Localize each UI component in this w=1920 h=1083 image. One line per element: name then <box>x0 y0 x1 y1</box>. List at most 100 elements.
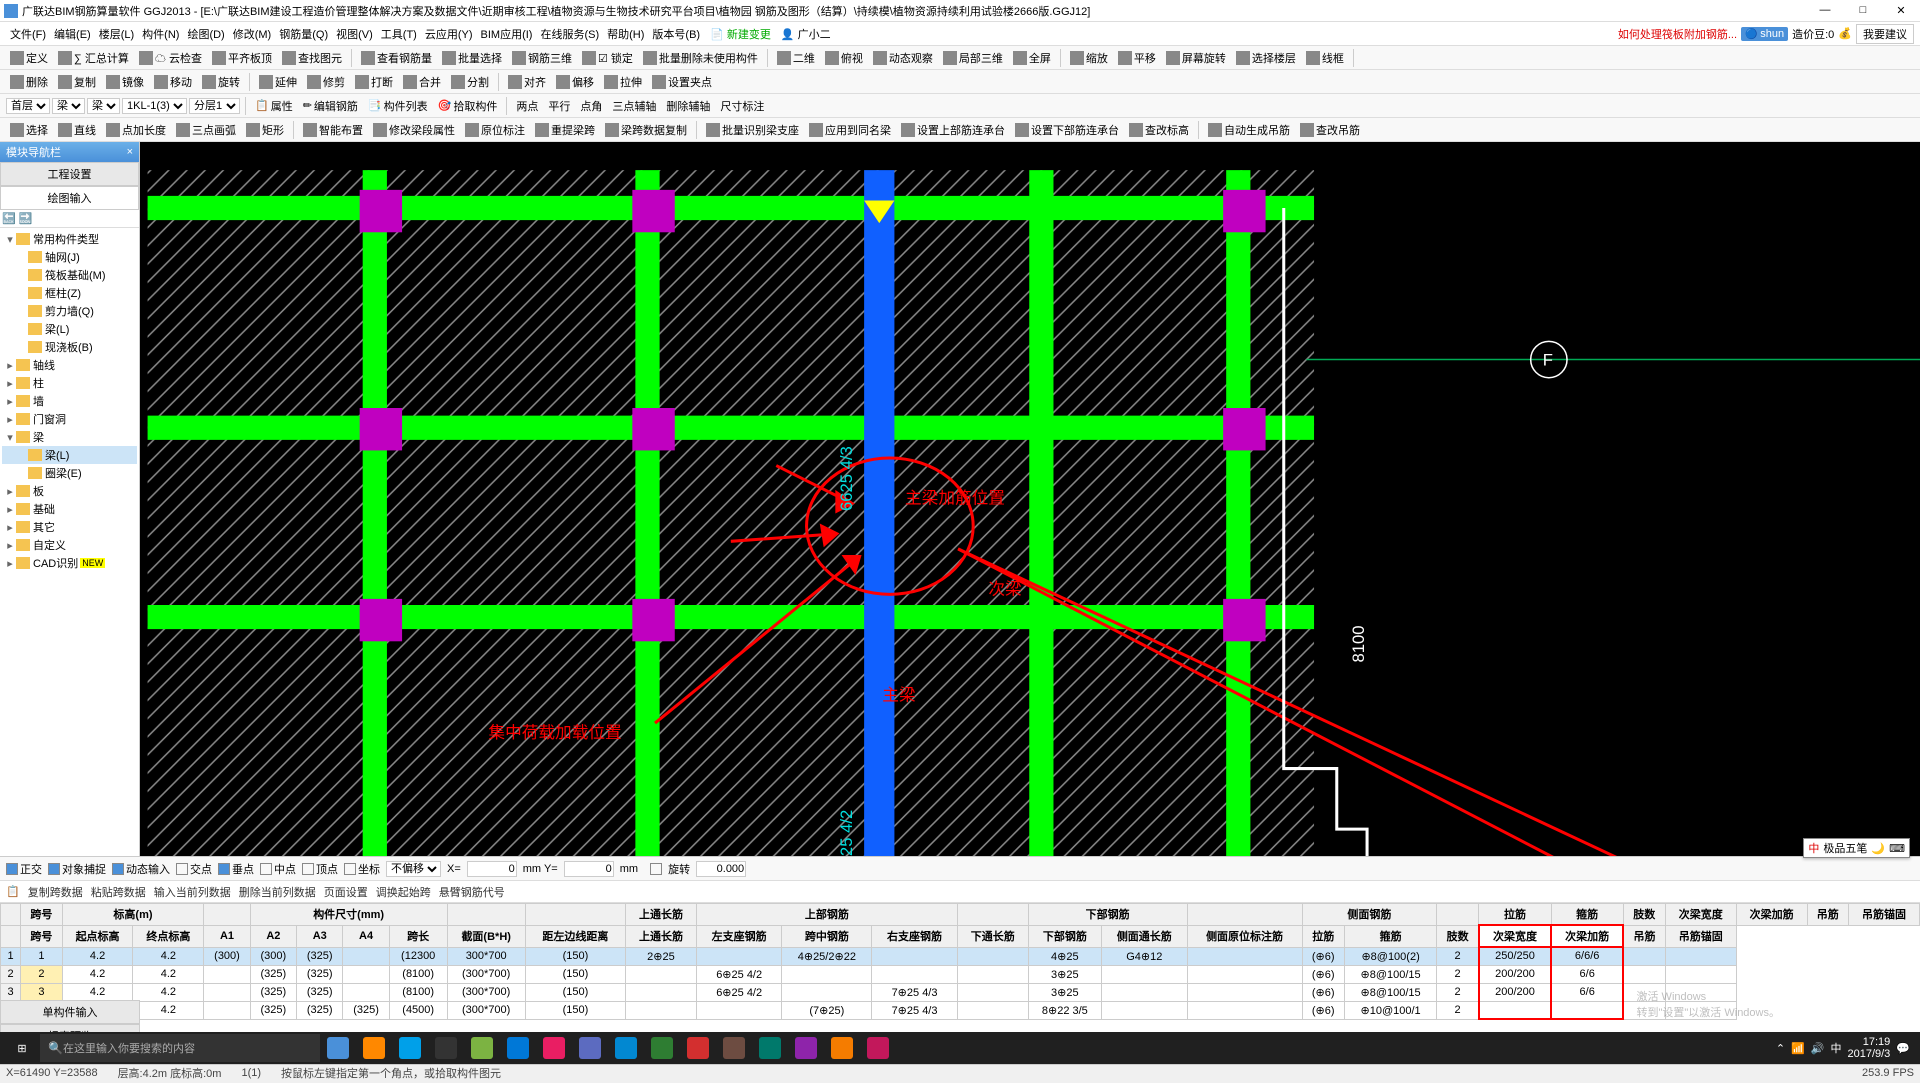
toolbar-button[interactable]: 查改标高 <box>1125 120 1193 140</box>
help-link[interactable]: 如何处理筏板附加钢筋... <box>1618 26 1737 42</box>
taskbar-app[interactable] <box>500 1032 536 1064</box>
taskbar-app[interactable] <box>536 1032 572 1064</box>
sub-toolbar-item[interactable]: 输入当前列数据 <box>154 884 231 900</box>
taskbar-app[interactable] <box>860 1032 896 1064</box>
toolbar-button[interactable]: 三点画弧 <box>172 120 240 140</box>
member-list-button[interactable]: 📑 构件列表 <box>364 96 432 116</box>
close-button[interactable]: ✕ <box>1886 4 1916 17</box>
toolbar-button[interactable]: 修剪 <box>303 72 349 92</box>
toolbar-button[interactable]: 点加长度 <box>102 120 170 140</box>
tree-node[interactable]: ▸基础 <box>2 500 137 518</box>
parallel-button[interactable]: 平行 <box>544 96 574 116</box>
menu-item[interactable]: 工具(T) <box>377 27 421 43</box>
sub-toolbar-item[interactable]: 粘贴跨数据 <box>91 884 146 900</box>
toolbar-button[interactable]: 梁跨数据复制 <box>601 120 691 140</box>
toolbar-button[interactable]: 对齐 <box>504 72 550 92</box>
menu-item[interactable]: 绘图(D) <box>183 27 228 43</box>
corner-button[interactable]: 点角 <box>576 96 606 116</box>
tree-node[interactable]: ▸CAD识别NEW <box>2 554 137 572</box>
menu-item[interactable]: 在线服务(S) <box>536 27 603 43</box>
tree-node[interactable]: ▸板 <box>2 482 137 500</box>
taskbar-app[interactable] <box>608 1032 644 1064</box>
tree-node[interactable]: ▸轴线 <box>2 356 137 374</box>
toolbar-button[interactable]: 查改吊筋 <box>1296 120 1364 140</box>
toolbar-button[interactable]: 批量删除未使用构件 <box>639 48 762 68</box>
coin-icon[interactable]: 💰 <box>1838 27 1852 40</box>
taskbar-app[interactable] <box>680 1032 716 1064</box>
sub-toolbar-item[interactable]: 页面设置 <box>324 884 368 900</box>
taskbar-app[interactable] <box>356 1032 392 1064</box>
toolbar-button[interactable]: 自动生成吊筋 <box>1204 120 1294 140</box>
menu-item[interactable]: 楼层(L) <box>95 27 138 43</box>
menu-new-change[interactable]: 📄 新建变更 <box>706 24 775 44</box>
tree-node[interactable]: 框柱(Z) <box>2 284 137 302</box>
toolbar-button[interactable]: 平齐板顶 <box>208 48 276 68</box>
user-badge[interactable]: 🔵 shun <box>1741 27 1788 41</box>
tray-ime-icon[interactable]: 中 <box>1830 1040 1841 1056</box>
floor-select[interactable]: 首层 <box>6 98 50 114</box>
toolbar-button[interactable]: 俯视 <box>821 48 867 68</box>
toolbar-button[interactable]: 直线 <box>54 120 100 140</box>
category-select[interactable]: 梁 <box>52 98 85 114</box>
toolbar-button[interactable]: ☁ 云检查 <box>135 48 206 68</box>
menu-item[interactable]: 构件(N) <box>138 27 183 43</box>
menu-item[interactable]: 帮助(H) <box>603 27 648 43</box>
toolbar-button[interactable]: 偏移 <box>552 72 598 92</box>
angle-input[interactable] <box>696 861 746 877</box>
taskbar-search[interactable]: 🔍 在这里输入你要搜索的内容 <box>40 1034 320 1062</box>
toolbar-button[interactable]: 选择楼层 <box>1232 48 1300 68</box>
toolbar-button[interactable]: 打断 <box>351 72 397 92</box>
tree-node[interactable]: 梁(L) <box>2 446 137 464</box>
toolbar-button[interactable]: 复制 <box>54 72 100 92</box>
tree-node[interactable]: ▸自定义 <box>2 536 137 554</box>
toolbar-button[interactable]: 原位标注 <box>461 120 529 140</box>
toolbar-button[interactable]: 修改梁段属性 <box>369 120 459 140</box>
toolbar-button[interactable]: 延伸 <box>255 72 301 92</box>
toolbar-button[interactable]: 屏幕旋转 <box>1162 48 1230 68</box>
tree-node[interactable]: 圈梁(E) <box>2 464 137 482</box>
toolbar-button[interactable]: 智能布置 <box>299 120 367 140</box>
toolbar-button[interactable]: 选择 <box>6 120 52 140</box>
x-input[interactable] <box>467 861 517 877</box>
menu-item[interactable]: BIM应用(I) <box>477 27 537 43</box>
toolbar-button[interactable]: 钢筋三维 <box>508 48 576 68</box>
toolbar-button[interactable]: 设置上部筋连承台 <box>897 120 1009 140</box>
notification-icon[interactable]: 💬 <box>1896 1042 1910 1055</box>
three-aux-button[interactable]: 三点辅轴 <box>608 96 660 116</box>
tree-node[interactable]: 剪力墙(Q) <box>2 302 137 320</box>
toolbar-button[interactable]: 查看钢筋量 <box>357 48 436 68</box>
taskbar-app[interactable] <box>788 1032 824 1064</box>
minimize-button[interactable]: — <box>1810 4 1840 17</box>
toolbar-button[interactable]: 二维 <box>773 48 819 68</box>
taskbar-clock[interactable]: 17:192017/9/3 <box>1847 1036 1890 1060</box>
toolbar-button[interactable]: 全屏 <box>1009 48 1055 68</box>
tab-draw-input[interactable]: 绘图输入 <box>0 186 139 210</box>
toolbar-button[interactable]: 删除 <box>6 72 52 92</box>
tree-node[interactable]: 梁(L) <box>2 320 137 338</box>
taskbar-app[interactable] <box>716 1032 752 1064</box>
taskbar-app[interactable] <box>752 1032 788 1064</box>
toolbar-button[interactable]: 矩形 <box>242 120 288 140</box>
sub-toolbar-item[interactable]: 调换起始跨 <box>376 884 431 900</box>
edit-rebar-button[interactable]: ✏ 编辑钢筋 <box>299 96 362 116</box>
taskbar-app[interactable] <box>464 1032 500 1064</box>
taskbar-app[interactable] <box>392 1032 428 1064</box>
menu-item[interactable]: 文件(F) <box>6 27 50 43</box>
taskbar-app[interactable] <box>644 1032 680 1064</box>
tab-project-settings[interactable]: 工程设置 <box>0 162 139 186</box>
toolbar-button[interactable]: 设置下部筋连承台 <box>1011 120 1123 140</box>
snap-toggle[interactable]: 交点 <box>176 861 212 877</box>
snap-toggle[interactable]: 对象捕捉 <box>48 861 106 877</box>
ime-toolbar[interactable]: 中极品五笔🌙⌨ <box>1803 838 1910 858</box>
tree-node[interactable]: ▸墙 <box>2 392 137 410</box>
system-tray[interactable]: ⌃ 📶 🔊 中 17:192017/9/3 💬 <box>1776 1036 1916 1060</box>
toolbar-button[interactable]: 批量识别梁支座 <box>702 120 803 140</box>
del-aux-button[interactable]: 删除辅轴 <box>662 96 714 116</box>
tree-node[interactable]: ▾常用构件类型 <box>2 230 137 248</box>
menu-item[interactable]: 修改(M) <box>229 27 276 43</box>
bottom-tab[interactable]: 单构件输入 <box>0 1000 140 1024</box>
dim-button[interactable]: 尺寸标注 <box>716 96 768 116</box>
toolbar-button[interactable]: 拉伸 <box>600 72 646 92</box>
pick-member-button[interactable]: 🎯 拾取构件 <box>434 96 502 116</box>
subcat-select[interactable]: 梁 <box>87 98 120 114</box>
